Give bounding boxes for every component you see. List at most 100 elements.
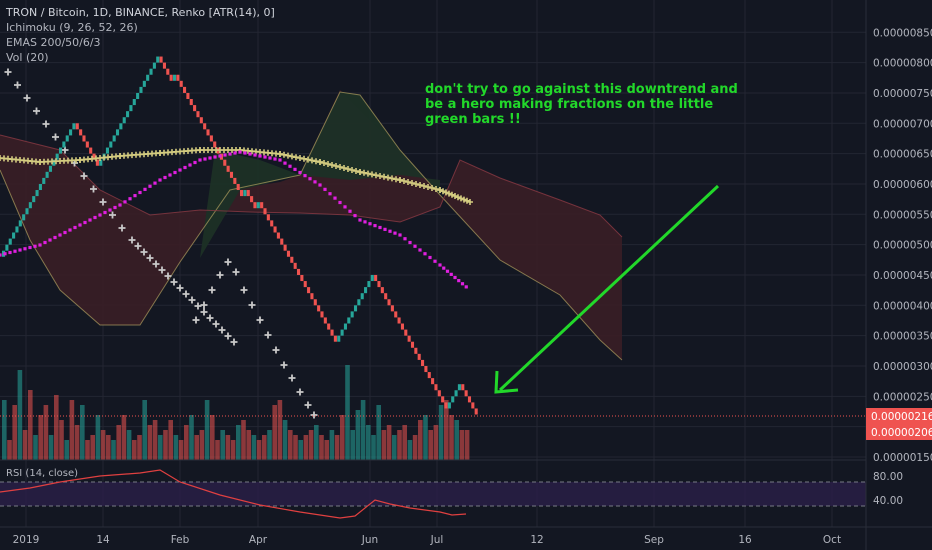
volume-bar xyxy=(90,435,95,460)
time-axis[interactable]: 2019 14 Feb Apr Jun Jul 12 Sep 16 Oct xyxy=(13,534,841,546)
renko-bricks[interactable] xyxy=(2,56,478,415)
cross-marker xyxy=(216,271,224,279)
renko-brick xyxy=(310,293,314,300)
volume-bar xyxy=(329,430,335,460)
annotation-line: green bars !! xyxy=(425,112,521,127)
ema-fast-marker xyxy=(263,155,267,159)
volume-bar xyxy=(106,435,111,460)
renko-brick xyxy=(152,62,156,69)
cross-marker xyxy=(128,236,136,244)
rsi-label[interactable]: RSI (14, close) xyxy=(6,468,79,479)
ema-fast-marker xyxy=(28,245,32,250)
renko-brick xyxy=(72,123,76,130)
volume-bar xyxy=(340,415,345,460)
ema-fast-marker xyxy=(228,152,232,156)
ema-fast-marker xyxy=(13,249,17,253)
ema-fast-marker xyxy=(258,154,262,158)
ema-slow-marker xyxy=(413,181,419,187)
volume-bar xyxy=(381,430,387,460)
ema-fast-marker xyxy=(113,205,117,210)
volume-bar xyxy=(386,425,392,460)
ema-fast-marker xyxy=(153,181,157,185)
renko-brick xyxy=(115,129,120,136)
ema-fast-marker xyxy=(398,233,402,237)
price-tick-label: 0.00000300 xyxy=(873,361,932,373)
ema-slow-marker xyxy=(401,178,407,184)
volume-bar xyxy=(454,420,459,460)
rsi-line xyxy=(0,469,467,519)
cross-marker xyxy=(310,411,318,419)
renko-brick xyxy=(105,147,109,154)
volume-bar xyxy=(158,435,163,460)
ema-fast-marker xyxy=(318,183,322,187)
volume-bar xyxy=(225,435,231,460)
renko-brick xyxy=(431,378,435,385)
volume-bar xyxy=(215,440,220,460)
renko-brick xyxy=(223,159,227,166)
renko-brick xyxy=(286,250,291,257)
renko-brick xyxy=(427,372,431,379)
renko-brick xyxy=(25,208,29,215)
legend-volume[interactable]: Vol (20) xyxy=(6,51,49,64)
cross-marker xyxy=(33,107,40,115)
ema-fast-marker xyxy=(78,223,82,227)
volume-bar xyxy=(210,415,215,460)
volume-bar xyxy=(126,430,132,460)
price-tick-label: 0.00000500 xyxy=(873,240,932,252)
renko-brick xyxy=(5,244,9,251)
price-tick-label: 0.00000150 xyxy=(873,452,932,464)
renko-brick xyxy=(374,274,378,282)
cross-marker xyxy=(170,278,178,286)
ema-fast-marker xyxy=(248,152,252,156)
ema-fast-marker xyxy=(218,154,222,158)
renko-brick xyxy=(48,165,53,172)
renko-brick xyxy=(172,74,177,81)
ema-slow-marker xyxy=(429,185,435,191)
cross-marker xyxy=(176,284,184,292)
cross-marker xyxy=(208,286,216,294)
volume-bar xyxy=(277,400,283,460)
legend-emas[interactable]: EMAS 200/50/6/3 xyxy=(6,36,101,49)
ema-fast-marker xyxy=(118,203,122,207)
ema-fast-marker xyxy=(133,194,137,198)
price-badge xyxy=(866,408,932,424)
renko-brick xyxy=(203,123,207,130)
annotation-text: don't try to go against this downtrend a… xyxy=(425,82,738,127)
renko-brick xyxy=(246,190,250,197)
cross-marker xyxy=(90,185,97,193)
renko-brick xyxy=(99,159,103,166)
ema-fast-marker xyxy=(388,229,392,233)
volume-bar xyxy=(2,400,7,460)
volume-bar xyxy=(272,405,277,460)
ema-fast-marker xyxy=(363,220,367,224)
renko-brick xyxy=(377,281,381,288)
ema-fast-marker xyxy=(353,214,357,218)
renko-brick xyxy=(196,111,200,118)
ema-fast-marker xyxy=(3,252,7,256)
renko-brick xyxy=(467,396,472,403)
price-tick-label: 0.00000400 xyxy=(873,300,932,312)
renko-brick xyxy=(323,317,327,324)
cross-marker xyxy=(288,374,296,382)
volume-bar xyxy=(256,440,262,460)
ema-fast-marker xyxy=(303,174,307,178)
renko-brick xyxy=(22,214,26,221)
ema-fast-marker xyxy=(238,150,242,154)
renko-brick xyxy=(380,287,384,294)
ema-fast-marker xyxy=(283,161,287,165)
time-tick-label: Jul xyxy=(430,534,444,546)
volume-bar xyxy=(178,440,184,460)
ema-fast-marker xyxy=(442,266,446,270)
cross-marker xyxy=(146,254,154,262)
renko-brick xyxy=(189,99,193,106)
price-tick-label: 0.00000700 xyxy=(873,118,932,130)
renko-brick xyxy=(209,135,213,142)
legend-ichimoku[interactable]: Ichimoku (9, 26, 52, 26) xyxy=(6,21,138,34)
renko-brick xyxy=(327,323,331,330)
renko-brick xyxy=(55,153,59,160)
price-axis[interactable]: 0.000001500.000002000.000002500.00000300… xyxy=(866,27,932,507)
price-tick-label: 0.00000350 xyxy=(873,331,932,343)
ema-slow-marker xyxy=(349,167,355,173)
volume-bar xyxy=(236,425,241,460)
